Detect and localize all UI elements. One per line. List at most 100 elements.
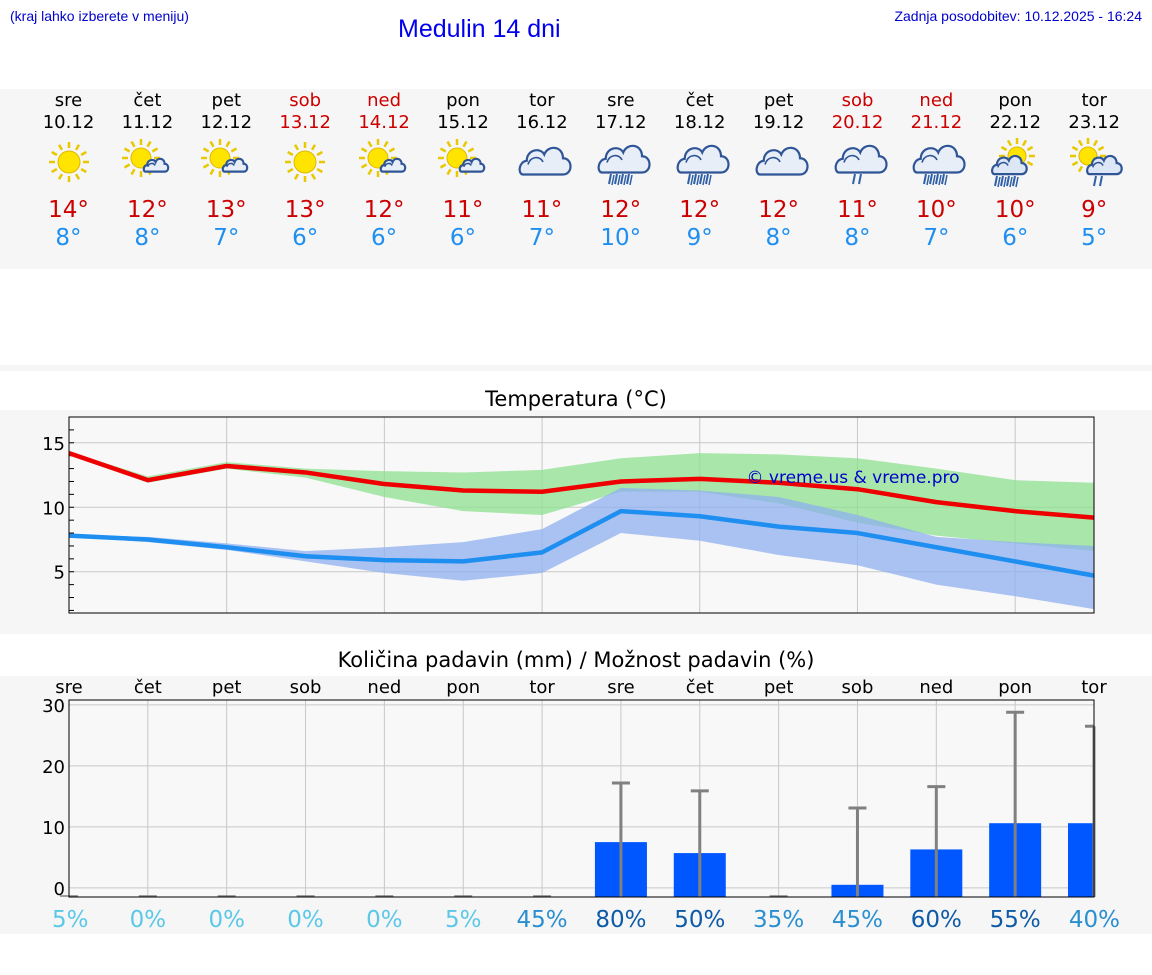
day-label: ned: [919, 677, 953, 698]
day-label: sre: [55, 677, 82, 698]
day-name: pet: [211, 90, 242, 111]
min-temperature: 8°: [844, 225, 871, 251]
max-temperature: 14°: [48, 197, 89, 223]
y-tick-label: 10: [42, 498, 65, 519]
sun-cloud-icon: [201, 139, 249, 177]
day-column: sre 10.12 14° 8°: [29, 89, 108, 252]
day-column: sob 20.12 11° 8°: [818, 89, 897, 252]
watermark: © vreme.us & vreme.pro: [746, 468, 959, 488]
day-date: 19.12: [752, 112, 805, 133]
rain-cloud-icon: [676, 144, 730, 186]
sun-cloud-icon: [438, 139, 486, 177]
day-date: 12.12: [200, 112, 253, 133]
day-label: pet: [764, 677, 794, 698]
precipitation-chance: 35%: [753, 907, 804, 933]
precipitation-chance: 0%: [287, 907, 324, 933]
precipitation-chance: 50%: [674, 907, 725, 933]
daily-forecast-panel: sre 10.12 14° 8° čet 11.12 12° 8° pet 12.12 13° 7° s…: [0, 89, 1152, 269]
precipitation-title: Količina padavin (mm) / Možnost padavin …: [337, 648, 815, 672]
min-temperature: 8°: [765, 225, 792, 251]
precipitation-chance: 0%: [130, 907, 167, 933]
day-label: čet: [686, 677, 714, 698]
day-column: tor 23.12 9° 5°: [1055, 89, 1134, 252]
day-name: sre: [54, 90, 83, 111]
min-temperature: 9°: [686, 225, 713, 251]
max-temperature: 10°: [916, 197, 957, 223]
min-temperature: 6°: [449, 225, 477, 251]
day-date: 16.12: [516, 112, 568, 133]
min-temperature: 6°: [371, 225, 398, 251]
day-date: 23.12: [1068, 112, 1120, 133]
day-label: pon: [998, 677, 1032, 698]
location-hint: (kraj lahko izberete v meniju): [10, 8, 189, 24]
sun-icon: [48, 142, 89, 182]
last-updated: Zadnja posodobitev: 10.12.2025 - 16:24: [894, 8, 1142, 24]
day-label: tor: [529, 677, 555, 698]
rain-cloud-icon: [912, 144, 966, 186]
day-column: ned 14.12 12° 6°: [345, 89, 424, 252]
temperature-title: Temperatura (°C): [485, 387, 667, 411]
max-temperature: 10°: [994, 197, 1036, 223]
day-date: 10.12: [42, 112, 95, 133]
day-name: tor: [1081, 90, 1107, 111]
day-column: pet 12.12 13° 7°: [187, 89, 266, 252]
min-temperature: 8°: [55, 225, 82, 251]
day-date: 18.12: [673, 112, 726, 133]
min-temperature: 7°: [213, 225, 240, 251]
divider: [0, 365, 1152, 371]
max-temperature-line: [68, 450, 1095, 520]
day-label: sob: [290, 677, 322, 698]
day-name: sre: [607, 90, 635, 111]
min-temperature: 10°: [600, 225, 642, 251]
max-temperature: 12°: [758, 197, 799, 223]
day-name: pet: [763, 90, 794, 111]
day-column: čet 18.12 12° 9°: [660, 89, 739, 252]
plot-frame: [68, 416, 1095, 614]
precipitation-chance: 5%: [52, 907, 89, 933]
max-temperature: 13°: [205, 197, 247, 223]
max-temperature: 11°: [521, 197, 563, 223]
page-title: Medulin 14 dni: [398, 15, 561, 43]
precipitation-chart: sre čet pet sob ned pon tor sre čet pet sob ned pon t…: [42, 677, 1120, 933]
max-temperature: 12°: [679, 197, 721, 223]
day-label: pet: [212, 677, 242, 698]
precipitation-chance: 5%: [445, 907, 482, 933]
min-temperature-range: [69, 487, 1094, 610]
day-name: ned: [367, 90, 402, 111]
rain-cloud-icon: [597, 144, 651, 186]
day-date: 17.12: [595, 112, 647, 133]
y-tick-label: 10: [42, 818, 65, 839]
max-temperature: 9°: [1081, 197, 1108, 223]
day-date: 15.12: [437, 112, 489, 133]
max-temperature: 12°: [127, 197, 168, 223]
sun-rain-icon: [991, 138, 1036, 188]
day-label: sre: [607, 677, 634, 698]
day-label: ned: [367, 677, 401, 698]
day-name: sob: [289, 90, 322, 111]
light-rain-cloud-icon: [834, 144, 888, 185]
sun-cloud-icon: [122, 139, 170, 177]
precipitation-chance: 40%: [1069, 907, 1120, 933]
precipitation-chance: 60%: [911, 907, 962, 933]
temperature-chart: 5 10 15 © vreme.us & vreme.pro: [42, 416, 1095, 614]
day-name: čet: [133, 90, 162, 111]
precipitation-chance: 45%: [832, 907, 883, 933]
sun-light-rain-icon: [1070, 138, 1123, 187]
max-temperature: 12°: [600, 197, 642, 223]
y-tick-label: 15: [42, 434, 65, 455]
min-temperature: 6°: [292, 225, 319, 251]
y-tick-label: 30: [42, 696, 65, 717]
precipitation-chance: 0%: [366, 907, 403, 933]
day-column: tor 16.12 11° 7°: [502, 89, 581, 252]
day-column: sob 13.12 13° 6°: [266, 89, 345, 252]
day-date: 21.12: [910, 112, 963, 133]
y-tick-label: 5: [54, 563, 65, 584]
precipitation-chance: 80%: [595, 907, 646, 933]
y-tick-label: 20: [42, 757, 65, 778]
min-temperature: 5°: [1081, 225, 1108, 251]
day-name: ned: [919, 90, 954, 111]
min-temperature-line: [68, 508, 1095, 578]
day-name: pon: [446, 90, 480, 111]
day-column: čet 11.12 12° 8°: [108, 89, 187, 252]
day-column: pet 19.12 12° 8°: [739, 89, 818, 252]
